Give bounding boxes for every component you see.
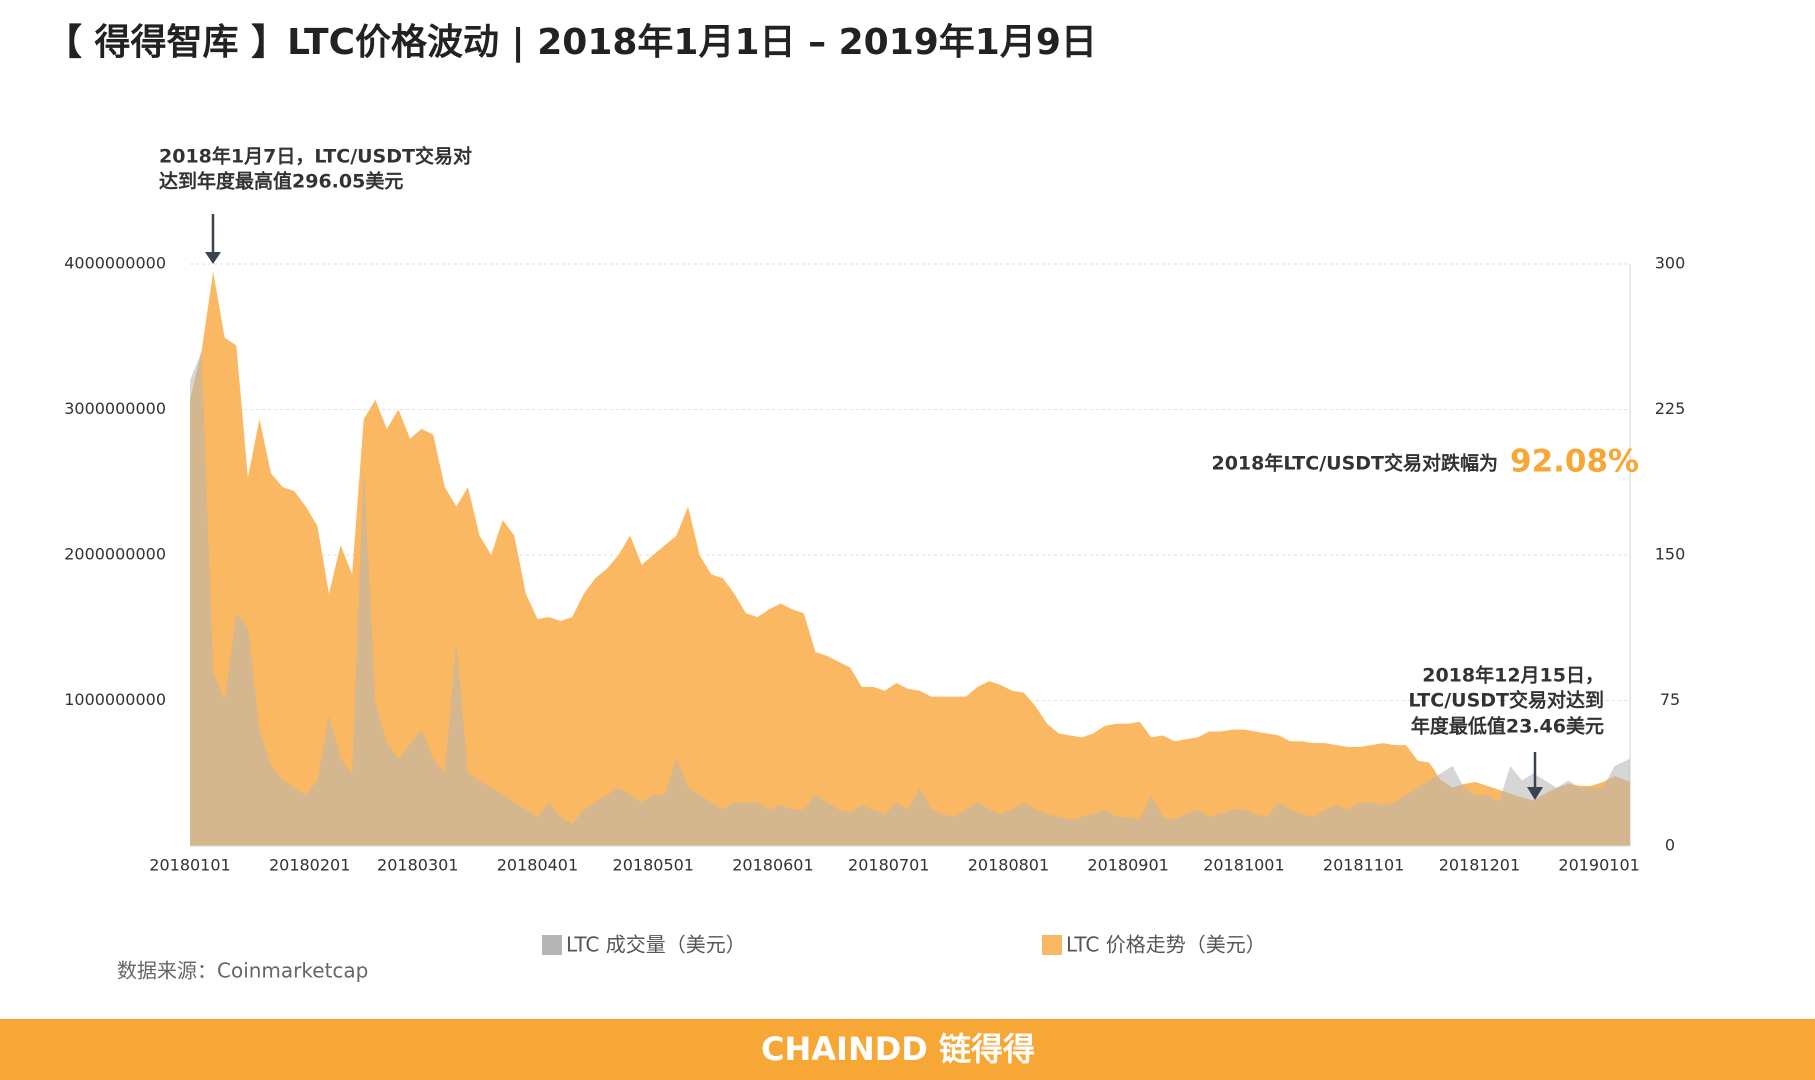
x-tick-label: 20190101 — [1558, 856, 1639, 875]
legend-swatch — [1042, 935, 1062, 955]
y2-tick-label: 0 — [1665, 836, 1675, 855]
annotation: 2018年1月7日，LTC/USDT交易对 — [159, 145, 472, 168]
x-tick-label: 20181001 — [1203, 856, 1284, 875]
y-tick-label: 3000000000 — [64, 399, 166, 418]
area — [190, 271, 1630, 847]
annotation: 年度最低值23.46美元 — [1411, 715, 1604, 738]
footer-brand: CHAINDD 链得得 — [761, 1030, 1035, 1068]
x-tick-label: 20180101 — [149, 856, 230, 875]
annotation: 2018年LTC/USDT交易对跌幅为 — [1211, 452, 1498, 475]
y2-tick-label: 225 — [1655, 399, 1686, 418]
legend-label: LTC 价格走势（美元） — [1066, 933, 1266, 957]
x-tick-label: 20180801 — [968, 856, 1049, 875]
x-tick-label: 20180901 — [1087, 856, 1168, 875]
source: 数据来源：Coinmarketcap — [117, 959, 368, 983]
legend-swatch — [542, 935, 562, 955]
annotation: 2018年12月15日， — [1422, 664, 1604, 687]
annotation-highlight: 92.08% — [1510, 444, 1639, 480]
y2-tick-label: 300 — [1655, 254, 1686, 273]
legend-label: LTC 成交量（美元） — [566, 933, 746, 957]
y-tick-label: 1000000000 — [64, 690, 166, 709]
x-tick-label: 20180301 — [377, 856, 458, 875]
y2-tick-label: 75 — [1660, 690, 1680, 709]
arrow-head — [1527, 787, 1543, 800]
y-tick-label: 2000000000 — [64, 545, 166, 564]
area — [190, 351, 1630, 846]
y-tick-label: 4000000000 — [64, 254, 166, 273]
y2-tick-label: 150 — [1655, 545, 1686, 564]
x-tick-label: 20180401 — [497, 856, 578, 875]
x-tick-label: 20181101 — [1323, 856, 1404, 875]
arrow-head — [205, 252, 221, 264]
x-tick-label: 20180601 — [732, 856, 813, 875]
footer-band — [0, 1019, 1815, 1080]
x-tick-label: 20180501 — [613, 856, 694, 875]
annotation: 达到年度最高值296.05美元 — [159, 170, 403, 193]
x-tick-label: 20180701 — [848, 856, 929, 875]
plot: 1000000000 2000000000 3000000000 4000000000… — [64, 145, 1685, 957]
x-tick-label: 20181201 — [1439, 856, 1520, 875]
chart-title: 【 得得智库 】LTC价格波动 | 2018年1月1日 – 2019年1月9日 — [46, 22, 1097, 63]
x-tick-label: 20180201 — [269, 856, 350, 875]
annotation: LTC/USDT交易对达到 — [1408, 689, 1604, 712]
